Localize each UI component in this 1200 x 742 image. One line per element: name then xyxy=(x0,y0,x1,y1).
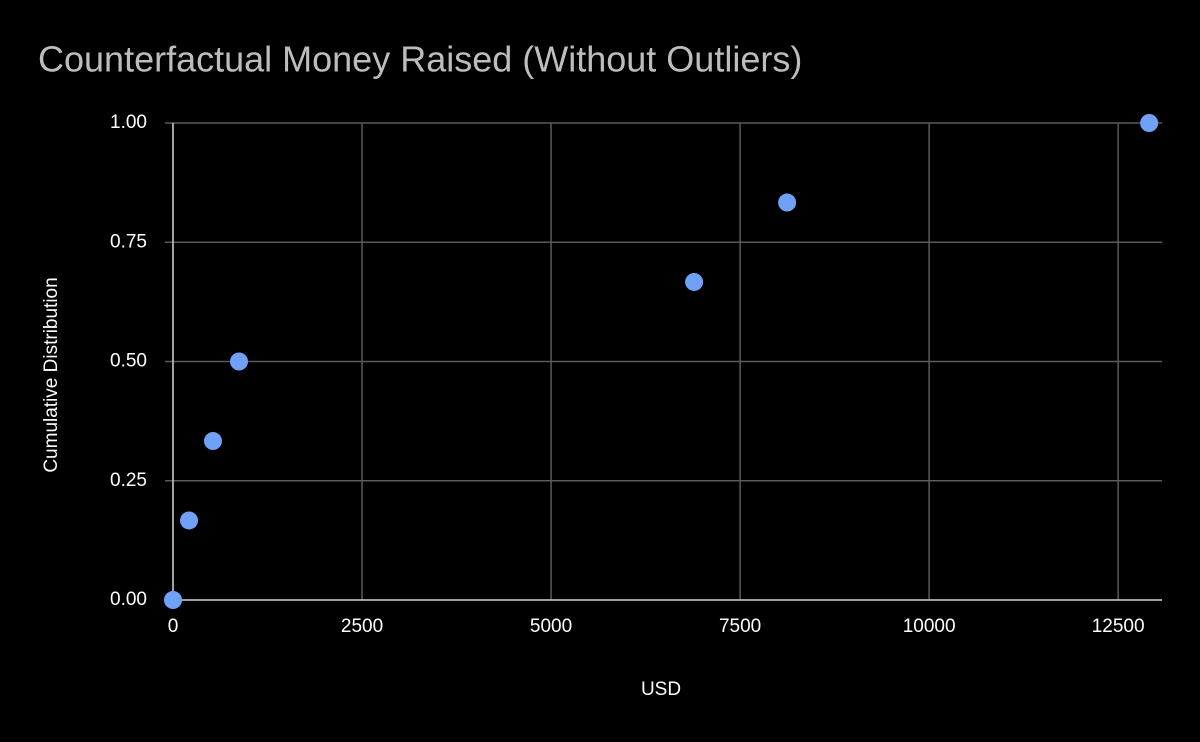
x-tick-label: 0 xyxy=(168,616,179,637)
x-tick-label: 7500 xyxy=(719,616,761,637)
point xyxy=(685,272,704,291)
y-axis-label: Cumulative Distribution xyxy=(41,277,62,472)
point xyxy=(203,432,222,451)
x-tick-label: 12500 xyxy=(1092,616,1145,637)
y-tick-label: 1.00 xyxy=(110,112,147,133)
x-tick-label: 10000 xyxy=(903,616,956,637)
point xyxy=(1140,114,1159,132)
chart-title: Counterfactual Money Raised (Without Out… xyxy=(38,39,802,80)
point xyxy=(778,193,797,212)
y-tick-label: 0.75 xyxy=(110,231,147,252)
x-axis-label: USD xyxy=(641,679,681,700)
y-tick-label: 0.50 xyxy=(110,351,147,372)
point xyxy=(164,591,182,609)
y-tick-label: 0.00 xyxy=(110,589,147,610)
point xyxy=(180,511,199,530)
y-tick-label: 0.25 xyxy=(110,470,147,491)
point xyxy=(230,352,249,371)
x-tick-label: 5000 xyxy=(530,616,572,637)
x-tick-label: 2500 xyxy=(341,616,383,637)
